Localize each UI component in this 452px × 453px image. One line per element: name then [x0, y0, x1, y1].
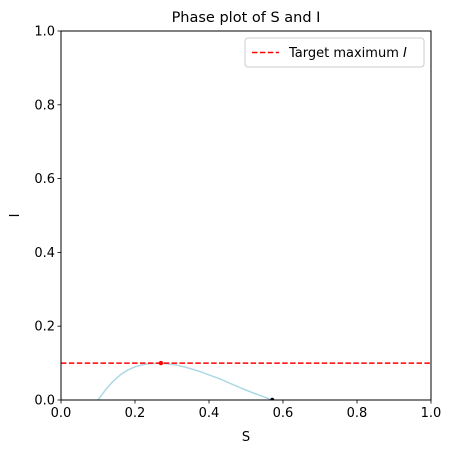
- y-axis: 0.0 0.2 0.4 0.6 0.8 1.0: [34, 25, 61, 409]
- x-tick-label: 0.0: [51, 406, 72, 421]
- y-tick-label: 0.6: [34, 172, 55, 187]
- x-tick-label: 0.8: [347, 406, 368, 421]
- peak-marker: [158, 360, 164, 366]
- y-tick-label: 0.4: [34, 246, 55, 261]
- legend-label-italic: I: [403, 46, 407, 61]
- legend-box: [244, 37, 425, 68]
- legend: Target maximum I: [244, 37, 425, 68]
- x-tick-label: 0.4: [199, 406, 220, 421]
- x-axis-label: S: [242, 430, 250, 445]
- series-line-0: [97, 362, 274, 400]
- plot-area: [61, 360, 431, 400]
- x-tick-label: 1.0: [421, 406, 442, 421]
- y-tick-label: 0.8: [34, 98, 55, 113]
- endpoint-marker: [270, 397, 275, 400]
- chart-title: Phase plot of S and I: [172, 10, 321, 26]
- y-axis-label: I: [8, 214, 23, 218]
- x-tick-label: 0.2: [125, 406, 146, 421]
- x-axis: 0.0 0.2 0.4 0.6 0.8 1.0: [51, 400, 442, 421]
- y-tick-label: 0.2: [34, 320, 55, 335]
- legend-label-target-max: Target maximum I: [288, 46, 407, 61]
- y-tick-label: 0.0: [34, 394, 55, 409]
- legend-label-text: Target maximum: [288, 46, 403, 61]
- x-tick-label: 0.6: [273, 406, 294, 421]
- axes-frame: [60, 30, 432, 401]
- y-tick-label: 1.0: [34, 25, 55, 40]
